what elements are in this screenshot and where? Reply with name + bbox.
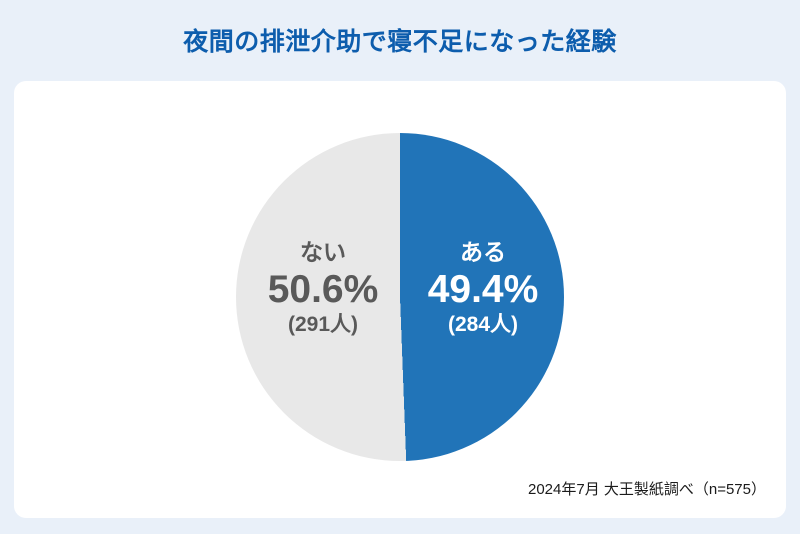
slice-label-nai: ない 50.6% (291人) [268, 239, 379, 337]
pie-chart [236, 133, 564, 461]
chart-title: 夜間の排泄介助で寝不足になった経験 [183, 28, 617, 56]
source-note: 2024年7月 大王製紙調べ（n=575） [527, 481, 766, 498]
chart-card: ない 50.6% (291人) ある 49.4% (284人) 2024年7月 … [14, 81, 786, 518]
slice-name-aru: ある [460, 239, 506, 265]
slice-percent-nai: 50.6% [267, 268, 379, 311]
slice-count-nai: (291人) [287, 313, 359, 336]
slice-label-aru: ある 49.4% (284人) [428, 239, 539, 337]
slice-name-nai: ない [300, 239, 346, 265]
slice-percent-aru: 49.4% [427, 268, 539, 311]
slice-count-aru: (284人) [447, 313, 519, 336]
